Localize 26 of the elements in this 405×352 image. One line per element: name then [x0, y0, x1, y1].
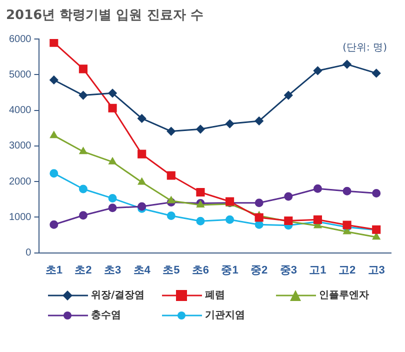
y-tick-label: 5000 — [8, 69, 32, 80]
chart-title: 2016년 학령기별 입원 진료자 수 — [6, 7, 204, 24]
x-tick-label: 초3 — [104, 264, 122, 276]
legend-label: 기관지염 — [205, 309, 245, 322]
y-tick-label: 6000 — [8, 34, 32, 45]
x-tick-label: 중2 — [250, 264, 268, 276]
x-tick-label: 고3 — [368, 264, 385, 276]
y-tick-label: 4000 — [8, 105, 32, 116]
annotation: (단위: 명) — [342, 42, 388, 54]
y-tick-label: 0 — [26, 248, 32, 259]
x-tick-label: 초6 — [192, 264, 210, 276]
legend-label: 위장/결장염 — [91, 289, 145, 302]
y-tick-label: 2000 — [8, 176, 32, 188]
x-tick-label: 초5 — [162, 264, 180, 276]
y-tick-label: 1000 — [8, 212, 32, 223]
legend-label: 인플루엔자 — [319, 289, 369, 302]
x-tick-label: 중3 — [280, 264, 297, 276]
x-tick-label: 중1 — [221, 264, 238, 276]
legend-label: 폐렴 — [205, 289, 225, 302]
x-tick-label: 고2 — [338, 264, 356, 276]
legend-label: 충수염 — [91, 309, 121, 322]
x-tick-label: 초2 — [74, 264, 92, 276]
y-tick-label: 3000 — [8, 140, 32, 152]
x-tick-label: 초1 — [45, 264, 62, 276]
x-tick-label: 초4 — [133, 264, 152, 276]
x-tick-label: 고1 — [309, 264, 326, 276]
